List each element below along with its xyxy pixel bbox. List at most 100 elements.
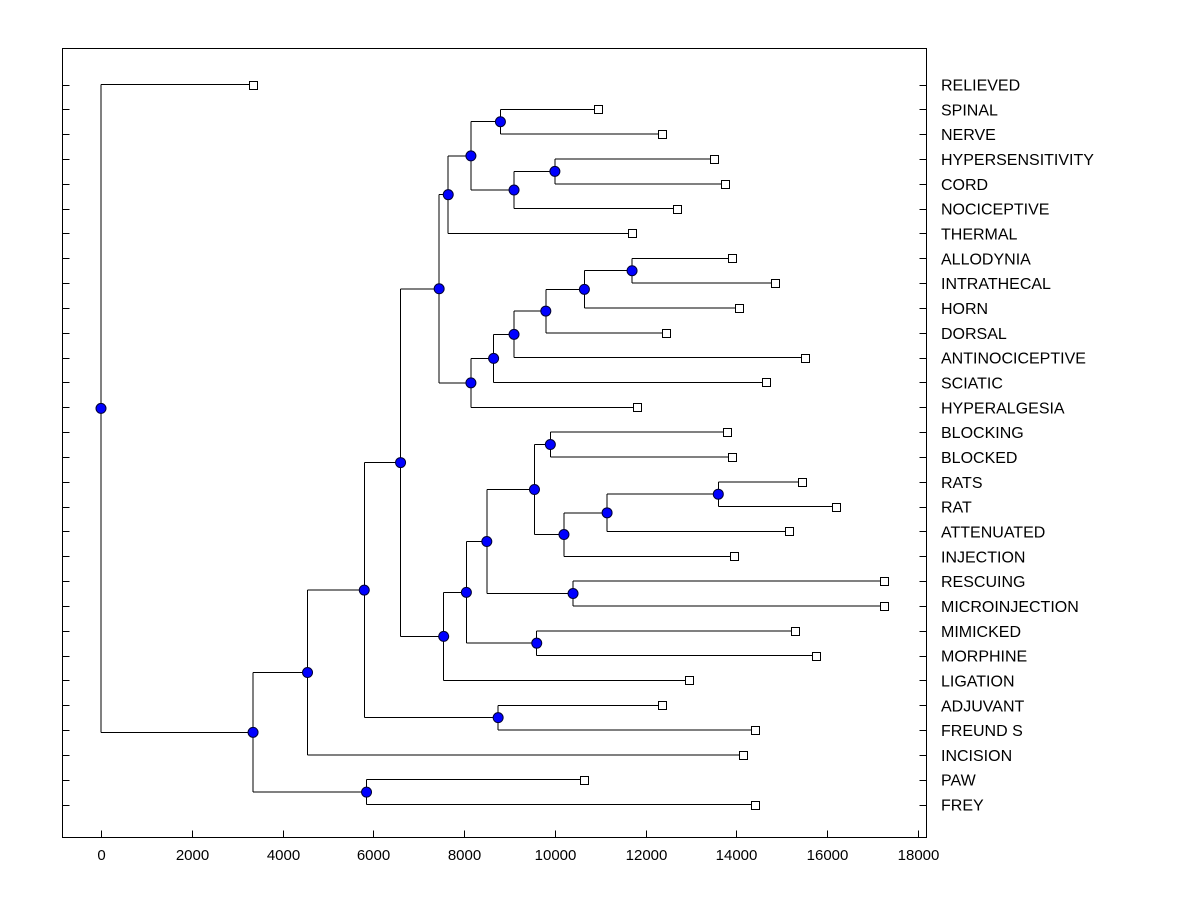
leaf-label: LIGATION: [941, 673, 1015, 690]
leaf-label: BLOCKING: [941, 425, 1024, 442]
leaf-label: MORPHINE: [941, 649, 1027, 666]
plot-frame: [62, 48, 927, 838]
leaf-marker: [798, 478, 807, 487]
leaf-label: INCISION: [941, 748, 1012, 765]
dendrogram-edges: [100, 84, 884, 806]
leaf-label: HORN: [941, 301, 988, 318]
x-tick-label: 10000: [535, 847, 577, 864]
merge-node-m23: [395, 457, 407, 469]
leaf-marker: [785, 527, 794, 536]
leaf-label: INTRATHECAL: [941, 276, 1051, 293]
leaf-marker: [728, 453, 737, 462]
leaf-label: INJECTION: [941, 549, 1025, 566]
x-tick-label: 6000: [357, 847, 390, 864]
leaf-label: FREY: [941, 798, 984, 815]
merge-node-m17: [528, 484, 540, 496]
leaf-marker: [658, 701, 667, 710]
merge-node-m1: [494, 116, 506, 128]
leaf-label: BLOCKED: [941, 450, 1017, 467]
merge-node-m3: [508, 184, 520, 196]
x-tick-label: 16000: [807, 847, 849, 864]
x-tick-label: 12000: [626, 847, 668, 864]
leaf-marker: [880, 602, 889, 611]
leaf-marker: [685, 676, 694, 685]
leaf-marker: [628, 229, 637, 238]
merge-node-m14: [712, 488, 724, 500]
leaf-label: ALLODYNIA: [941, 251, 1031, 268]
leaf-marker: [721, 180, 730, 189]
leaf-marker: [658, 130, 667, 139]
leaf-marker: [832, 503, 841, 512]
merge-node-m11: [465, 377, 477, 389]
y-axis-ticks: [62, 85, 927, 806]
dendrogram-markers: [95, 81, 889, 810]
merge-node-m13: [544, 439, 556, 451]
x-tick-label: 8000: [448, 847, 481, 864]
leaf-marker: [662, 329, 671, 338]
leaf-marker: [880, 577, 889, 586]
merge-node-m19: [481, 536, 493, 548]
merge-node-m7: [578, 283, 590, 295]
merge-node-m28: [247, 726, 259, 738]
merge-node-m2: [549, 165, 561, 177]
x-tick-label: 4000: [267, 847, 300, 864]
leaf-label: DORSAL: [941, 326, 1007, 343]
leaf-label: RESCUING: [941, 574, 1025, 591]
leaf-labels: RELIEVED SPINAL NERVE HYPERSENSITIVITY CORD N…: [941, 78, 1094, 815]
leaf-label: RAT: [941, 500, 972, 517]
leaf-label: SCIATIC: [941, 375, 1003, 392]
leaf-label: HYPERALGESIA: [941, 400, 1065, 417]
leaf-marker: [739, 751, 748, 760]
leaf-label: CORD: [941, 177, 988, 194]
leaf-marker: [735, 304, 744, 313]
merge-node-m26: [302, 667, 314, 679]
merge-node-m24: [492, 712, 504, 724]
merge-node-m21: [460, 586, 472, 598]
merge-node-m12: [433, 283, 445, 295]
leaf-label: MIMICKED: [941, 624, 1021, 641]
merge-node-m16: [558, 529, 570, 541]
merge-node-m27: [361, 786, 373, 798]
merge-node-m15: [601, 507, 613, 519]
merge-node-m22: [438, 630, 450, 642]
leaf-marker: [249, 81, 258, 90]
leaf-label: MICROINJECTION: [941, 599, 1079, 616]
leaf-marker: [801, 354, 810, 363]
leaf-marker: [633, 403, 642, 412]
merge-node-m18: [567, 588, 579, 600]
x-tick-label: 0: [97, 847, 105, 864]
leaf-label: ATTENUATED: [941, 524, 1045, 541]
merge-node-m25: [358, 584, 370, 596]
leaf-marker: [791, 627, 800, 636]
leaf-marker: [751, 801, 760, 810]
merge-node-m9: [508, 328, 520, 340]
leaf-label: HYPERSENSITIVITY: [941, 152, 1094, 169]
merge-node-m6: [626, 265, 638, 277]
merge-node-m8: [540, 305, 552, 317]
leaf-marker: [812, 652, 821, 661]
leaf-marker: [730, 552, 739, 561]
leaf-label: SPINAL: [941, 102, 998, 119]
leaf-label: ADJUVANT: [941, 698, 1024, 715]
leaf-marker: [751, 726, 760, 735]
leaf-label: THERMAL: [941, 226, 1018, 243]
x-tick-label: 18000: [898, 847, 940, 864]
leaf-marker: [762, 378, 771, 387]
merge-node-m10: [488, 352, 500, 364]
leaf-label: RELIEVED: [941, 78, 1020, 95]
leaf-marker: [728, 254, 737, 263]
merge-node-m20: [531, 637, 543, 649]
leaf-marker: [580, 776, 589, 785]
leaf-marker: [710, 155, 719, 164]
leaf-marker: [723, 428, 732, 437]
merge-node-m5: [442, 189, 454, 201]
leaf-marker: [771, 279, 780, 288]
leaf-marker: [594, 105, 603, 114]
leaf-label: NOCICEPTIVE: [941, 202, 1049, 219]
merge-node-m29: [95, 402, 107, 414]
leaf-marker: [673, 205, 682, 214]
merge-node-m4: [465, 150, 477, 162]
x-tick-label: 2000: [176, 847, 209, 864]
x-tick-label: 14000: [716, 847, 758, 864]
